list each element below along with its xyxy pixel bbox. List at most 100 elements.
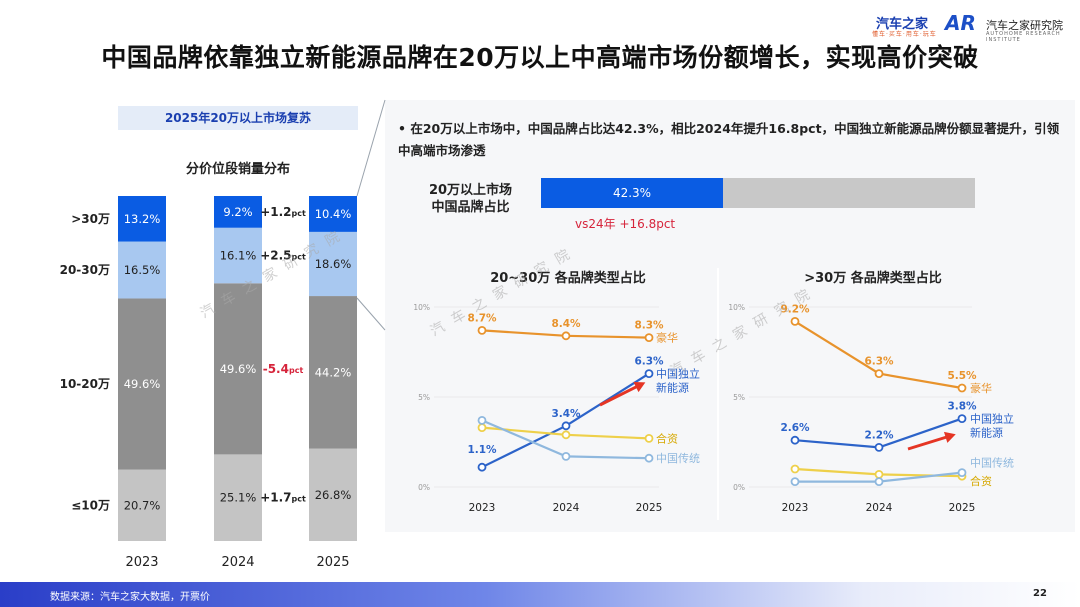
right-panel <box>385 100 1075 532</box>
x-tick-label: 2024 <box>866 502 893 514</box>
institute-logo-mark: AR <box>945 11 976 35</box>
data-source: 数据来源：汽车之家大数据，开票价 <box>50 592 210 603</box>
share-bar-fill: 42.3% <box>541 178 723 208</box>
change-value: 1.2 <box>270 205 291 219</box>
data-label: 2.6% <box>780 422 810 434</box>
data-point <box>644 433 654 443</box>
change-value: 5.4 <box>268 362 289 376</box>
stacked-chart-title: 分价位段销量分布 <box>185 162 290 177</box>
data-label: 8.3% <box>634 320 664 332</box>
change-annotation: -5.4pct <box>263 362 304 376</box>
change-annotation: +2.5pct <box>260 249 306 263</box>
data-point <box>874 469 884 479</box>
data-point <box>957 468 967 478</box>
page-number: 22 <box>1033 588 1047 599</box>
series-legend-label: 中国传统 <box>656 452 700 465</box>
segment-label: ≤10万 <box>71 498 110 512</box>
data-point <box>644 333 654 343</box>
series-legend-label: 新能源 <box>970 426 1003 440</box>
y-tick-label: 10% <box>728 303 745 312</box>
series-legend-label: 中国独立 <box>970 412 1014 426</box>
line-chart-title: >30万 各品牌类型占比 <box>804 270 942 286</box>
data-point <box>790 464 800 474</box>
data-point <box>561 421 571 431</box>
bar-segment <box>309 296 357 449</box>
y-tick-label: 10% <box>413 303 430 312</box>
bar-value-label: 49.6% <box>124 377 161 391</box>
y-tick-label: 0% <box>418 483 430 492</box>
autohome-logo-tagline: 懂车·买车·用车·玩车 <box>872 31 937 38</box>
data-point <box>874 442 884 452</box>
autohome-logo: 汽车之家 <box>876 17 929 32</box>
change-unit: pct <box>292 495 306 504</box>
bar-value-label: 20.7% <box>124 498 161 512</box>
data-point <box>561 331 571 341</box>
data-point <box>644 453 654 463</box>
bar-segment <box>309 448 357 541</box>
trend-arrow <box>599 383 641 407</box>
bar-segment <box>118 241 166 299</box>
bar-segment <box>118 196 166 242</box>
data-point <box>957 414 967 424</box>
y-tick-label: 5% <box>733 393 745 402</box>
trend-arrow <box>907 434 951 451</box>
data-label: 3.4% <box>551 408 581 420</box>
data-point <box>477 415 487 425</box>
data-label: 8.7% <box>467 312 497 324</box>
data-label: 2.2% <box>864 429 894 441</box>
series-legend-label: 中国传统 <box>970 457 1014 470</box>
data-point <box>477 423 487 433</box>
data-point <box>790 477 800 487</box>
change-sign: + <box>260 205 270 219</box>
share-label: 20万以上市场 中国品牌占比 <box>408 182 533 216</box>
bar-segment <box>214 196 262 228</box>
data-point <box>477 462 487 472</box>
bar-segment <box>118 469 166 541</box>
data-point <box>874 477 884 487</box>
summary-text: 在20万以上市场中，中国品牌占比达42.3%，相比2024年提升16.8pct，… <box>398 121 1060 158</box>
share-label-line2: 中国品牌占比 <box>431 200 510 215</box>
bar-value-label: 16.5% <box>124 263 161 277</box>
series-legend-label: 合资 <box>656 431 678 445</box>
bar-value-label: 13.2% <box>124 212 161 226</box>
segment-label: >30万 <box>71 212 110 226</box>
change-annotation: +1.2pct <box>260 205 306 219</box>
data-label: 6.3% <box>864 356 894 368</box>
change-unit: pct <box>292 253 306 262</box>
bar-value-label: 44.2% <box>315 365 352 379</box>
bar-segment <box>214 454 262 541</box>
data-label: 5.5% <box>947 370 977 382</box>
x-tick-label: 2023 <box>782 502 809 514</box>
segment-label: 20-30万 <box>60 263 110 277</box>
x-tick-label: 2025 <box>316 555 349 570</box>
series-legend-label: 豪华 <box>970 381 992 395</box>
data-point <box>561 451 571 461</box>
share-comparison: vs24年 +16.8pct <box>575 217 676 231</box>
series-legend-label: 豪华 <box>656 331 678 345</box>
series-legend-label: 新能源 <box>656 381 689 395</box>
trend-arrow-head <box>943 431 956 443</box>
line-chart-title: 20~30万 各品牌类型占比 <box>490 270 646 286</box>
data-label: 6.3% <box>634 356 664 368</box>
institute-logo: 汽车之家研究院 <box>986 19 1063 32</box>
y-tick-label: 5% <box>418 393 430 402</box>
change-sign: - <box>263 362 268 376</box>
change-annotation: +1.7pct <box>260 491 306 505</box>
data-label: 3.8% <box>947 401 977 413</box>
bar-segment <box>309 231 357 297</box>
bar-value-label: 10.4% <box>315 207 352 221</box>
bar-segment <box>309 196 357 232</box>
data-point <box>790 316 800 326</box>
share-label-line1: 20万以上市场 <box>428 183 513 198</box>
segment-label: 10-20万 <box>60 377 110 391</box>
bar-value-label: 26.8% <box>315 488 352 502</box>
data-label: 1.1% <box>467 444 497 456</box>
data-point <box>477 325 487 335</box>
change-unit: pct <box>292 209 306 218</box>
bar-segment <box>214 283 262 455</box>
change-sign: + <box>260 491 270 505</box>
bar-segment <box>214 227 262 284</box>
bar-value-label: 49.6% <box>220 362 257 376</box>
